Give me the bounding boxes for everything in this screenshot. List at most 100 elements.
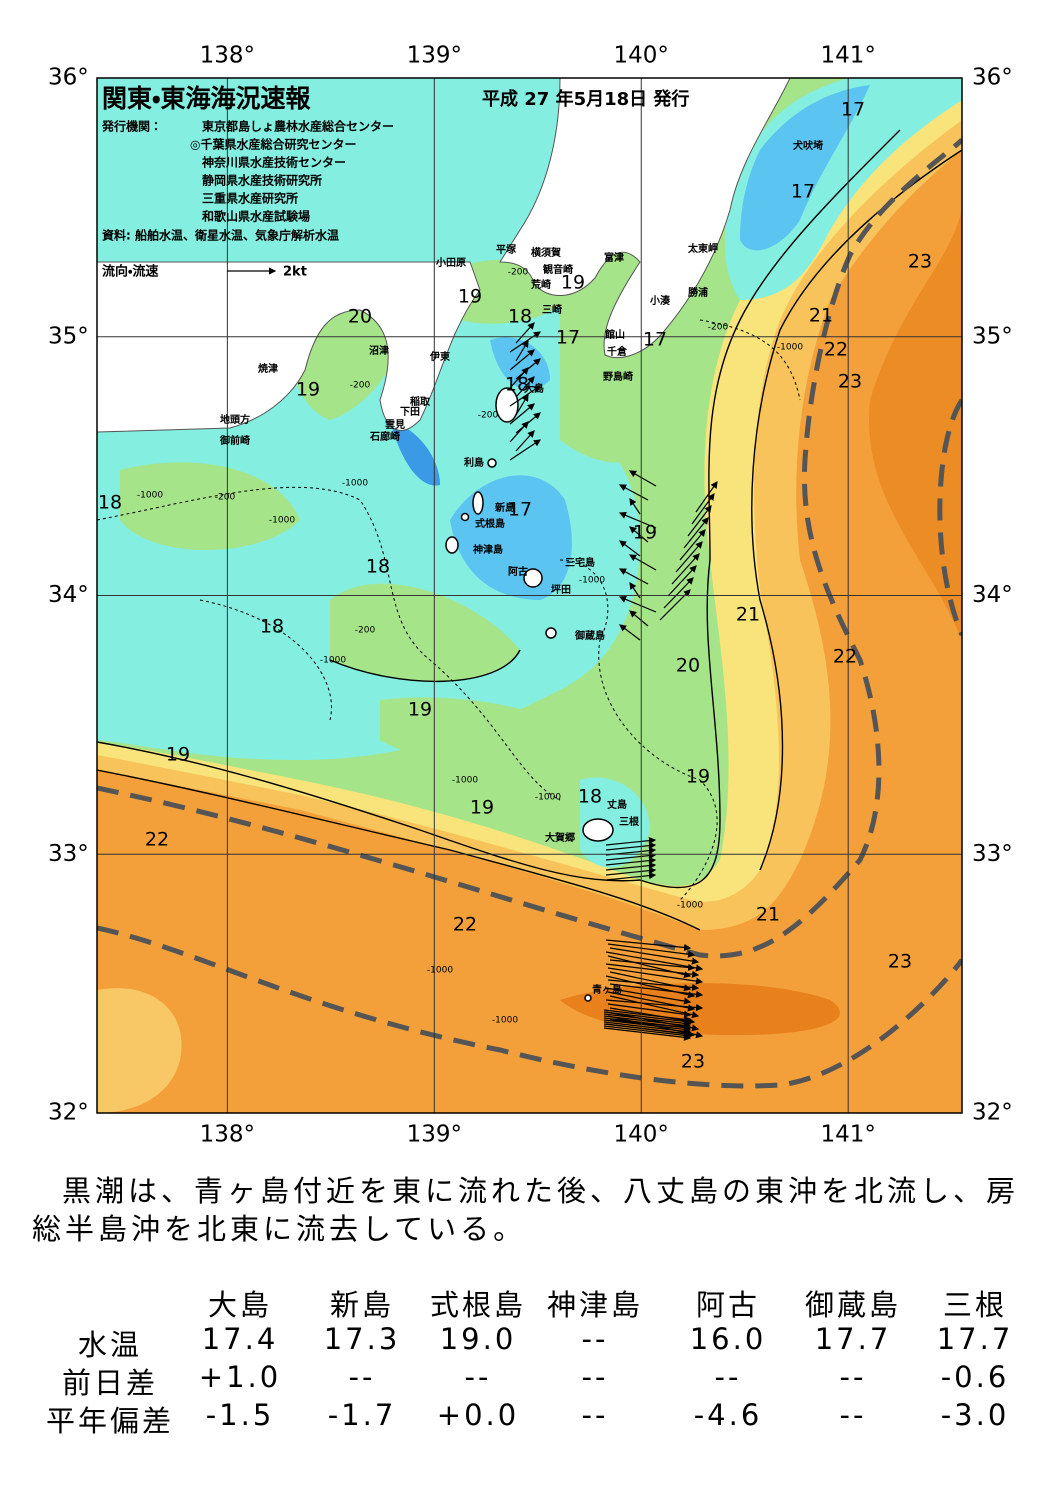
isotherm-label: 17 [791,181,815,203]
current-arrow [509,439,541,461]
current-arrow [515,376,535,398]
isotherm-label: 17 [556,327,580,349]
lat-tick-label: 36° [48,65,89,91]
column-header: 阿古 [695,1288,761,1322]
place-label: 犬吠埼 [793,139,823,152]
place-label: 三崎 [542,303,562,316]
isotherm-label: 21 [736,604,760,626]
issuer: 東京都島しょ農林水産総合センター [202,119,394,134]
lat-tick-label: 35° [972,323,1013,349]
isotherm-label: 20 [676,655,700,677]
current-arrow [605,867,657,876]
current-arrow [609,983,704,998]
current-arrow [603,1013,692,1027]
lon-tick-label: 140° [614,43,669,69]
current-arrow [607,967,704,985]
depth-label: -200 [215,493,236,503]
isotherm-label: 21 [756,904,780,926]
table-cell: 17.7 [814,1322,892,1356]
row-label: 水温 [77,1328,143,1362]
place-label: 千倉 [607,345,628,358]
current-arrow [605,852,657,861]
current-arrow [605,1011,700,1032]
current-arrow [603,1027,692,1041]
isotherm-label: 22 [453,914,477,936]
table-cell: +0.0 [436,1398,520,1432]
current-arrow [509,403,535,425]
current-arrow [679,529,706,561]
lon-tick-label: 140° [614,1122,669,1148]
depth-label: -1000 [677,901,703,911]
current-arrow [691,493,715,525]
issuer-label: 発行機関： [101,119,162,134]
place-label: 野島崎 [603,370,633,383]
depth-label: -200 [708,323,729,333]
table-cell: -- [581,1360,609,1394]
depth-label: -200 [508,268,529,278]
place-label: 沼津 [369,344,389,357]
current-arrow [618,595,657,613]
table-cell: 16.0 [689,1322,767,1356]
place-label: 御蔵島 [574,629,605,642]
depth-label: -200 [355,626,376,636]
current-arrow [609,995,700,1019]
map-title: 関東・東海海況速報 [102,84,312,113]
isotherm-label: 19 [408,699,432,721]
current-arrow [605,951,704,972]
current-arrow [603,1017,692,1031]
place-label: 丈島 [607,798,627,811]
issuer: 神奈川県水産技術センター [201,155,346,170]
isotherm-label: 17 [508,499,532,521]
table-cell: -0.6 [940,1360,1010,1394]
isotherm-label: 22 [145,829,169,851]
current-arrow [515,339,529,362]
place-label: 新島 [494,501,515,514]
column-header: 三根 [942,1288,1008,1322]
depth-label: -1000 [579,576,605,586]
current-arrow [603,1015,692,1029]
current-arrow [603,1009,692,1023]
isotherm-label: 19 [561,272,585,294]
table-cell: -- [348,1360,376,1394]
place-label: 大賀郷 [545,831,575,844]
current-arrow [515,412,541,434]
place-label: 平塚 [496,243,517,256]
current-arrow [695,481,718,513]
isotherm-label: 23 [908,251,932,273]
place-label: 大島 [524,382,544,395]
lon-tick-label: 139° [407,1122,462,1148]
isotherm-label: 19 [458,286,482,308]
isotherm-label: 19 [686,766,710,788]
depth-label: -200 [350,381,371,391]
map: 関東・東海海況速報 平成 27 年5月18日 発行 発行機関： 資料: 船舶水温… [48,43,1013,1148]
lon-tick-label: 141° [820,43,875,69]
depth-label: -1000 [492,1016,518,1026]
place-label: 三宅島 [565,556,595,569]
legend-label: 流向・流速 [102,264,158,280]
place-label: 石廊崎 [369,430,400,443]
place-label: 利島 [464,456,484,469]
current-arrow [605,857,657,866]
place-label: 式根島 [475,517,505,530]
place-label: 荒崎 [530,278,551,291]
legend-scale: 2kt [283,265,307,280]
current-arrow [605,872,657,881]
isotherm-label: 21 [809,305,833,327]
current-arrow [675,541,703,573]
current-arrow [618,511,657,529]
depth-label: -1000 [320,656,346,666]
current-arrow [667,565,697,597]
lat-tick-label: 33° [48,841,89,867]
lat-tick-label: 32° [48,1100,89,1126]
current-arrow [605,862,657,871]
isotherm-label: 23 [681,1051,705,1073]
column-header: 大島 [207,1288,273,1322]
place-label: 三根 [619,815,640,828]
issue-date: 平成 27 年5月18日 発行 [482,88,689,110]
place-label: 館山 [604,328,625,341]
lon-tick-label: 138° [200,43,255,69]
map-frame [96,77,963,1114]
current-arrow [603,1025,692,1039]
table-cell: -4.6 [693,1398,763,1432]
current-arrow [609,959,696,972]
